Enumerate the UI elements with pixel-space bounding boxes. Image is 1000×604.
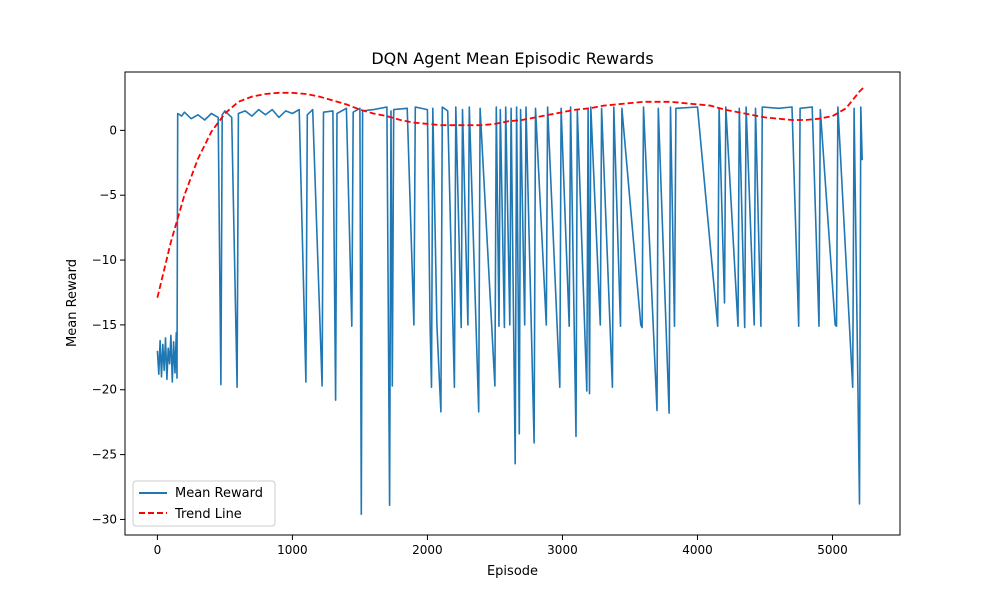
y-tick-label: −15: [92, 318, 117, 332]
x-tick-label: 4000: [682, 543, 713, 557]
chart-title: DQN Agent Mean Episodic Rewards: [371, 49, 653, 68]
x-tick-label: 5000: [817, 543, 848, 557]
x-tick-label: 0: [154, 543, 162, 557]
y-tick-label: −5: [99, 188, 117, 202]
y-tick-label: −10: [92, 253, 117, 267]
y-tick-label: −30: [92, 512, 117, 526]
legend: Mean Reward Trend Line: [132, 480, 276, 527]
x-axis-label: Episode: [487, 564, 538, 579]
y-tick-label: 0: [109, 123, 117, 137]
legend-label-trend-line: Trend Line: [174, 507, 242, 522]
series-line-trend-line: [156, 86, 865, 298]
x-tick-label: 2000: [412, 543, 443, 557]
series-line-mean-reward: [156, 106, 863, 515]
y-axis-label: Mean Reward: [65, 259, 80, 347]
y-tick-label: −25: [92, 448, 117, 462]
legend-label-mean-reward: Mean Reward: [175, 486, 263, 501]
plot-frame: [124, 71, 901, 536]
y-tick-label: −20: [92, 383, 117, 397]
x-tick-label: 1000: [277, 543, 308, 557]
x-tick-label: 3000: [547, 543, 578, 557]
legend-box: [132, 480, 276, 527]
